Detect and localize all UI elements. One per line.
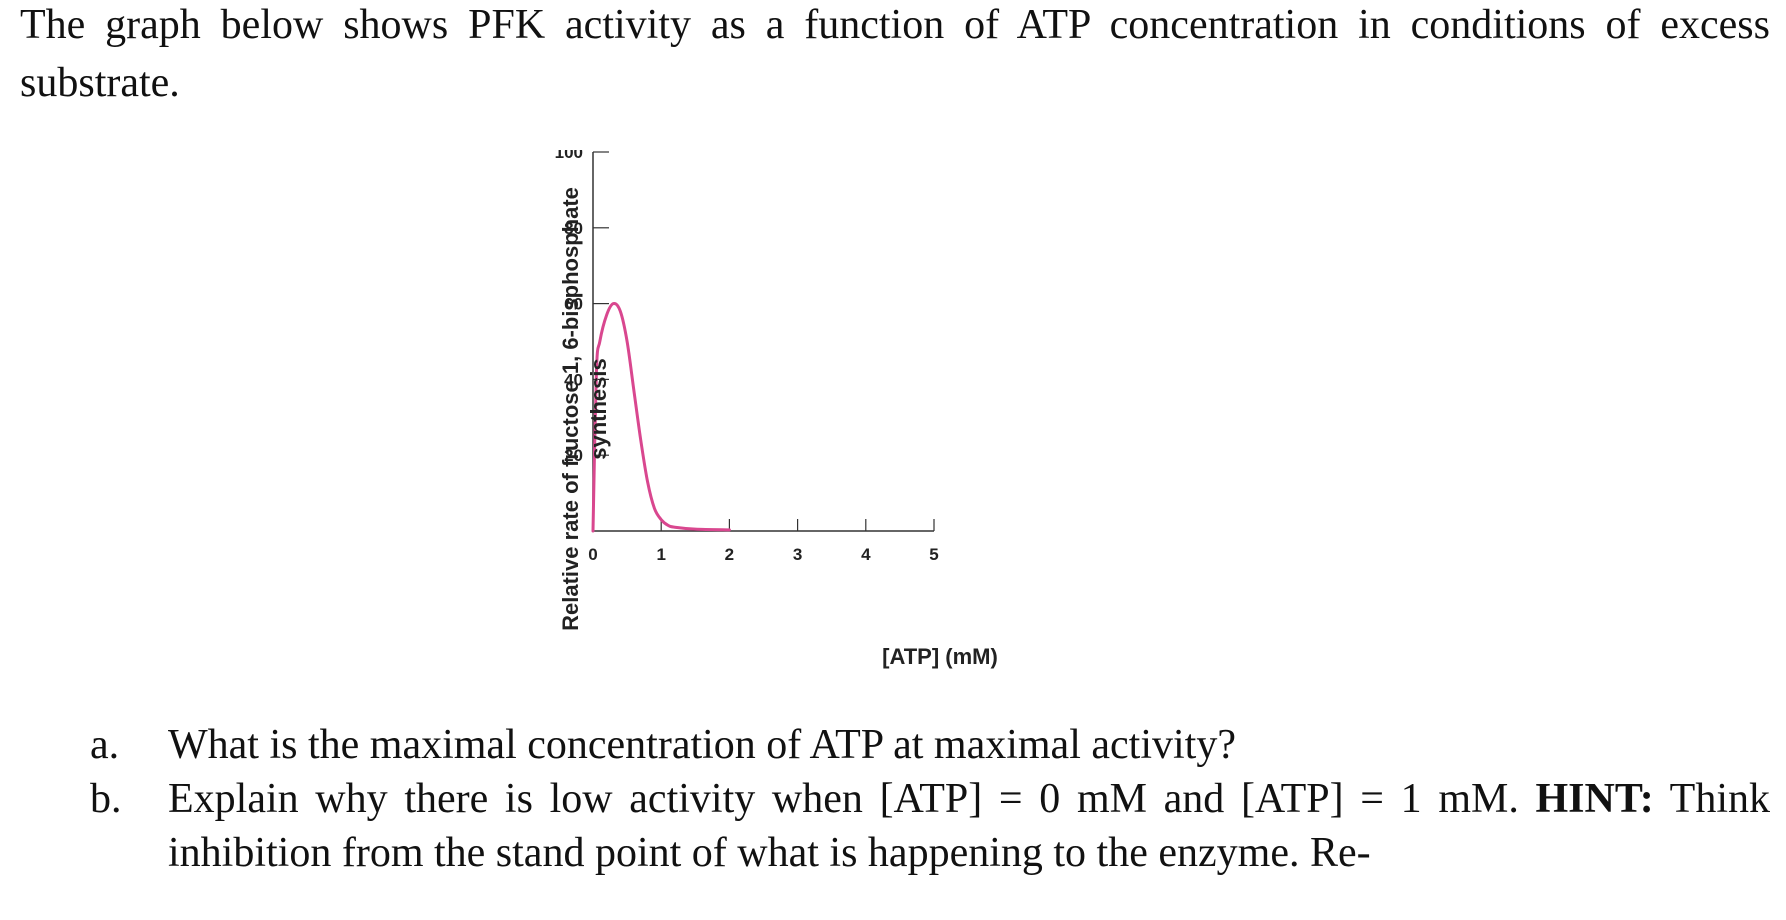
x-axis-label: [ATP] (mM) xyxy=(882,644,998,669)
intro-paragraph: The graph below shows PFK activity as a … xyxy=(20,2,1770,106)
question-b-marker: b. xyxy=(90,776,122,822)
x-tick-label-2: 2 xyxy=(725,545,734,564)
question-b: b. Explain why there is low activity whe… xyxy=(90,772,1770,880)
x-tick-label-1: 1 xyxy=(656,545,665,564)
activity-curve xyxy=(591,301,731,533)
y-tick-label-80: 80 xyxy=(564,219,583,238)
y-tick-label-40: 40 xyxy=(564,370,583,389)
question-a-text: What is the maximal concentration of ATP… xyxy=(168,718,1770,772)
question-a-marker: a. xyxy=(90,722,120,768)
y-tick-label-100: 100 xyxy=(555,150,583,162)
y-axis-label: Relative rate of fructose 1, 6-bisphosph… xyxy=(558,187,611,631)
hint-text: Think inhibition from the stand point of… xyxy=(168,776,1770,876)
question-a: a. What is the maximal concentration of … xyxy=(90,718,1770,772)
question-b-body: Explain why there is low activity when [… xyxy=(168,776,1536,822)
x-tick-label-4: 4 xyxy=(861,545,871,564)
question-list: a. What is the maximal concentration of … xyxy=(90,718,1770,880)
x-tick-label-0: 0 xyxy=(588,545,597,564)
y-tick-label-60: 60 xyxy=(564,295,583,314)
y-tick-label-20: 20 xyxy=(564,446,583,465)
question-b-text: Explain why there is low activity when [… xyxy=(168,772,1770,880)
x-tick-label-5: 5 xyxy=(929,545,938,564)
chart-plot-area: 20 40 60 80 100 0 1 2 3 4 5 xyxy=(555,150,939,564)
pfk-activity-chart: 20 40 60 80 100 0 1 2 3 4 5 Relative rate of fruct… xyxy=(540,150,1100,690)
hint-label: HINT: xyxy=(1535,776,1654,822)
question-a-body: What is the maximal concentration of ATP… xyxy=(168,722,1236,768)
x-tick-label-3: 3 xyxy=(793,545,802,564)
y-axis-label-wrap: Relative rate of fructose 1, 6-bisphosph… xyxy=(530,174,640,644)
